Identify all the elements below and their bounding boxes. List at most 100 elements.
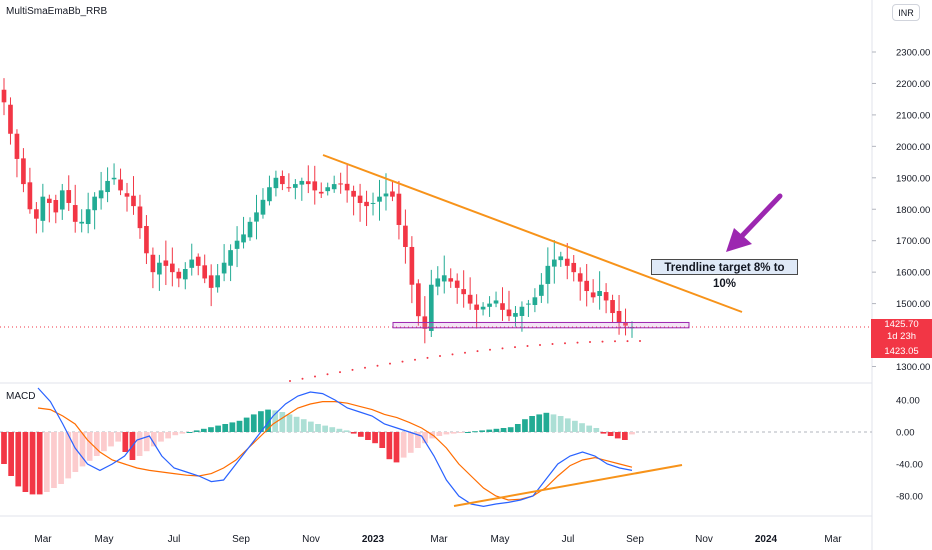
candle-body	[474, 304, 479, 310]
macd-histogram-bar	[500, 428, 507, 432]
macd-histogram-bar	[250, 414, 257, 432]
candle-body	[558, 256, 564, 261]
candle-body	[435, 278, 441, 287]
band-dot	[376, 364, 379, 367]
macd-tick-label: 0.00	[896, 428, 915, 439]
candle-body	[325, 187, 331, 192]
macd-histogram-bar	[465, 432, 471, 433]
macd-histogram-bar	[514, 424, 521, 432]
macd-histogram-bar	[186, 432, 193, 433]
candle-body	[364, 201, 369, 207]
candle-body	[254, 212, 259, 222]
band-dot	[414, 358, 416, 361]
macd-histogram-bar	[43, 432, 50, 492]
macd-histogram-bar	[564, 418, 571, 432]
macd-histogram-bar	[365, 432, 371, 440]
macd-histogram-bar	[529, 416, 535, 432]
currency-button[interactable]: INR	[892, 4, 920, 21]
candle-body	[403, 225, 408, 247]
price-tick-label: 1900.00	[896, 173, 930, 184]
macd-histogram-bar	[122, 432, 129, 452]
candle-body	[357, 195, 363, 203]
band-dot	[401, 360, 404, 363]
macd-histogram-bar	[72, 432, 79, 472]
candle-body	[221, 262, 227, 274]
macd-histogram-bar	[200, 428, 207, 432]
candle-body	[14, 133, 20, 159]
candle-body	[513, 313, 518, 317]
macd-histogram-bar	[101, 432, 107, 452]
candle-body	[21, 158, 26, 185]
candle-body	[111, 177, 117, 180]
candle-body	[66, 190, 72, 203]
macd-histogram-bar	[15, 432, 22, 487]
band-dot	[326, 373, 329, 376]
candle-body	[286, 187, 292, 189]
candle-body	[577, 273, 583, 282]
macd-histogram-bar	[300, 419, 307, 432]
macd-tick-label: -80.00	[896, 492, 923, 503]
macd-histogram-bar	[93, 432, 100, 456]
macd-histogram-bar	[258, 411, 264, 432]
candle-body	[551, 259, 557, 267]
candle-body	[467, 294, 473, 304]
macd-histogram-bar	[522, 419, 528, 432]
band-dot	[626, 340, 629, 343]
price-tick-label: 2200.00	[896, 79, 930, 90]
time-tick-label: Sep	[232, 534, 250, 545]
macd-histogram-bar	[29, 432, 36, 495]
macd-pane	[0, 387, 872, 508]
macd-histogram-bar	[265, 409, 271, 432]
candle-body	[603, 292, 609, 301]
descending-trendline	[322, 154, 743, 313]
macd-histogram-bar	[272, 410, 279, 432]
candle-body	[131, 195, 136, 207]
candle-body	[27, 182, 33, 210]
macd-histogram-bar	[65, 432, 72, 479]
candle-body	[370, 202, 376, 204]
candles	[1, 78, 635, 344]
candle-body	[519, 306, 525, 316]
time-tick-label: 2023	[362, 534, 385, 545]
candle-body	[571, 262, 577, 273]
countdown: 1d 23h	[886, 331, 917, 342]
macd-histogram-bar	[336, 428, 343, 432]
price-tick-label: 2000.00	[896, 142, 930, 153]
candle-body	[176, 271, 182, 279]
time-tick-label: May	[491, 534, 510, 545]
candle-body	[215, 275, 220, 288]
macd-histogram-bar	[286, 414, 293, 432]
macd-histogram-bar	[479, 430, 485, 432]
candle-body	[79, 221, 85, 224]
band-dot	[539, 343, 541, 346]
price-tick-label: 1600.00	[896, 268, 930, 279]
macd-histogram-bar	[179, 432, 186, 434]
macd-histogram-bar	[143, 432, 150, 452]
candle-body	[163, 260, 169, 266]
macd-histogram-bar	[8, 432, 14, 476]
macd-histogram-bar	[407, 432, 414, 453]
candle-body	[623, 322, 628, 326]
time-tick-label: Sep	[626, 534, 644, 545]
macd-histogram-bar	[415, 432, 421, 448]
candle-body	[53, 200, 59, 213]
macd-histogram-bar	[400, 432, 407, 458]
band-dot	[301, 377, 304, 380]
macd-histogram-bar	[572, 420, 578, 432]
macd-histogram-bar	[457, 432, 464, 433]
macd-histogram-bar	[386, 432, 393, 460]
macd-histogram-bar	[629, 432, 635, 435]
time-tick-label: 2024	[755, 534, 778, 545]
macd-histogram-bar	[579, 423, 585, 432]
candle-body	[144, 225, 149, 254]
macd-histogram-bar	[151, 432, 157, 447]
band-dot	[364, 366, 366, 369]
low-price-tag: 1423.05	[871, 346, 932, 358]
candle-body	[318, 191, 324, 194]
candle-body	[137, 206, 143, 229]
candle-body	[396, 193, 402, 225]
band-dot	[476, 350, 479, 353]
candle-body	[338, 183, 343, 185]
last-price: 1425.70	[884, 319, 919, 330]
band-dot	[614, 340, 616, 343]
